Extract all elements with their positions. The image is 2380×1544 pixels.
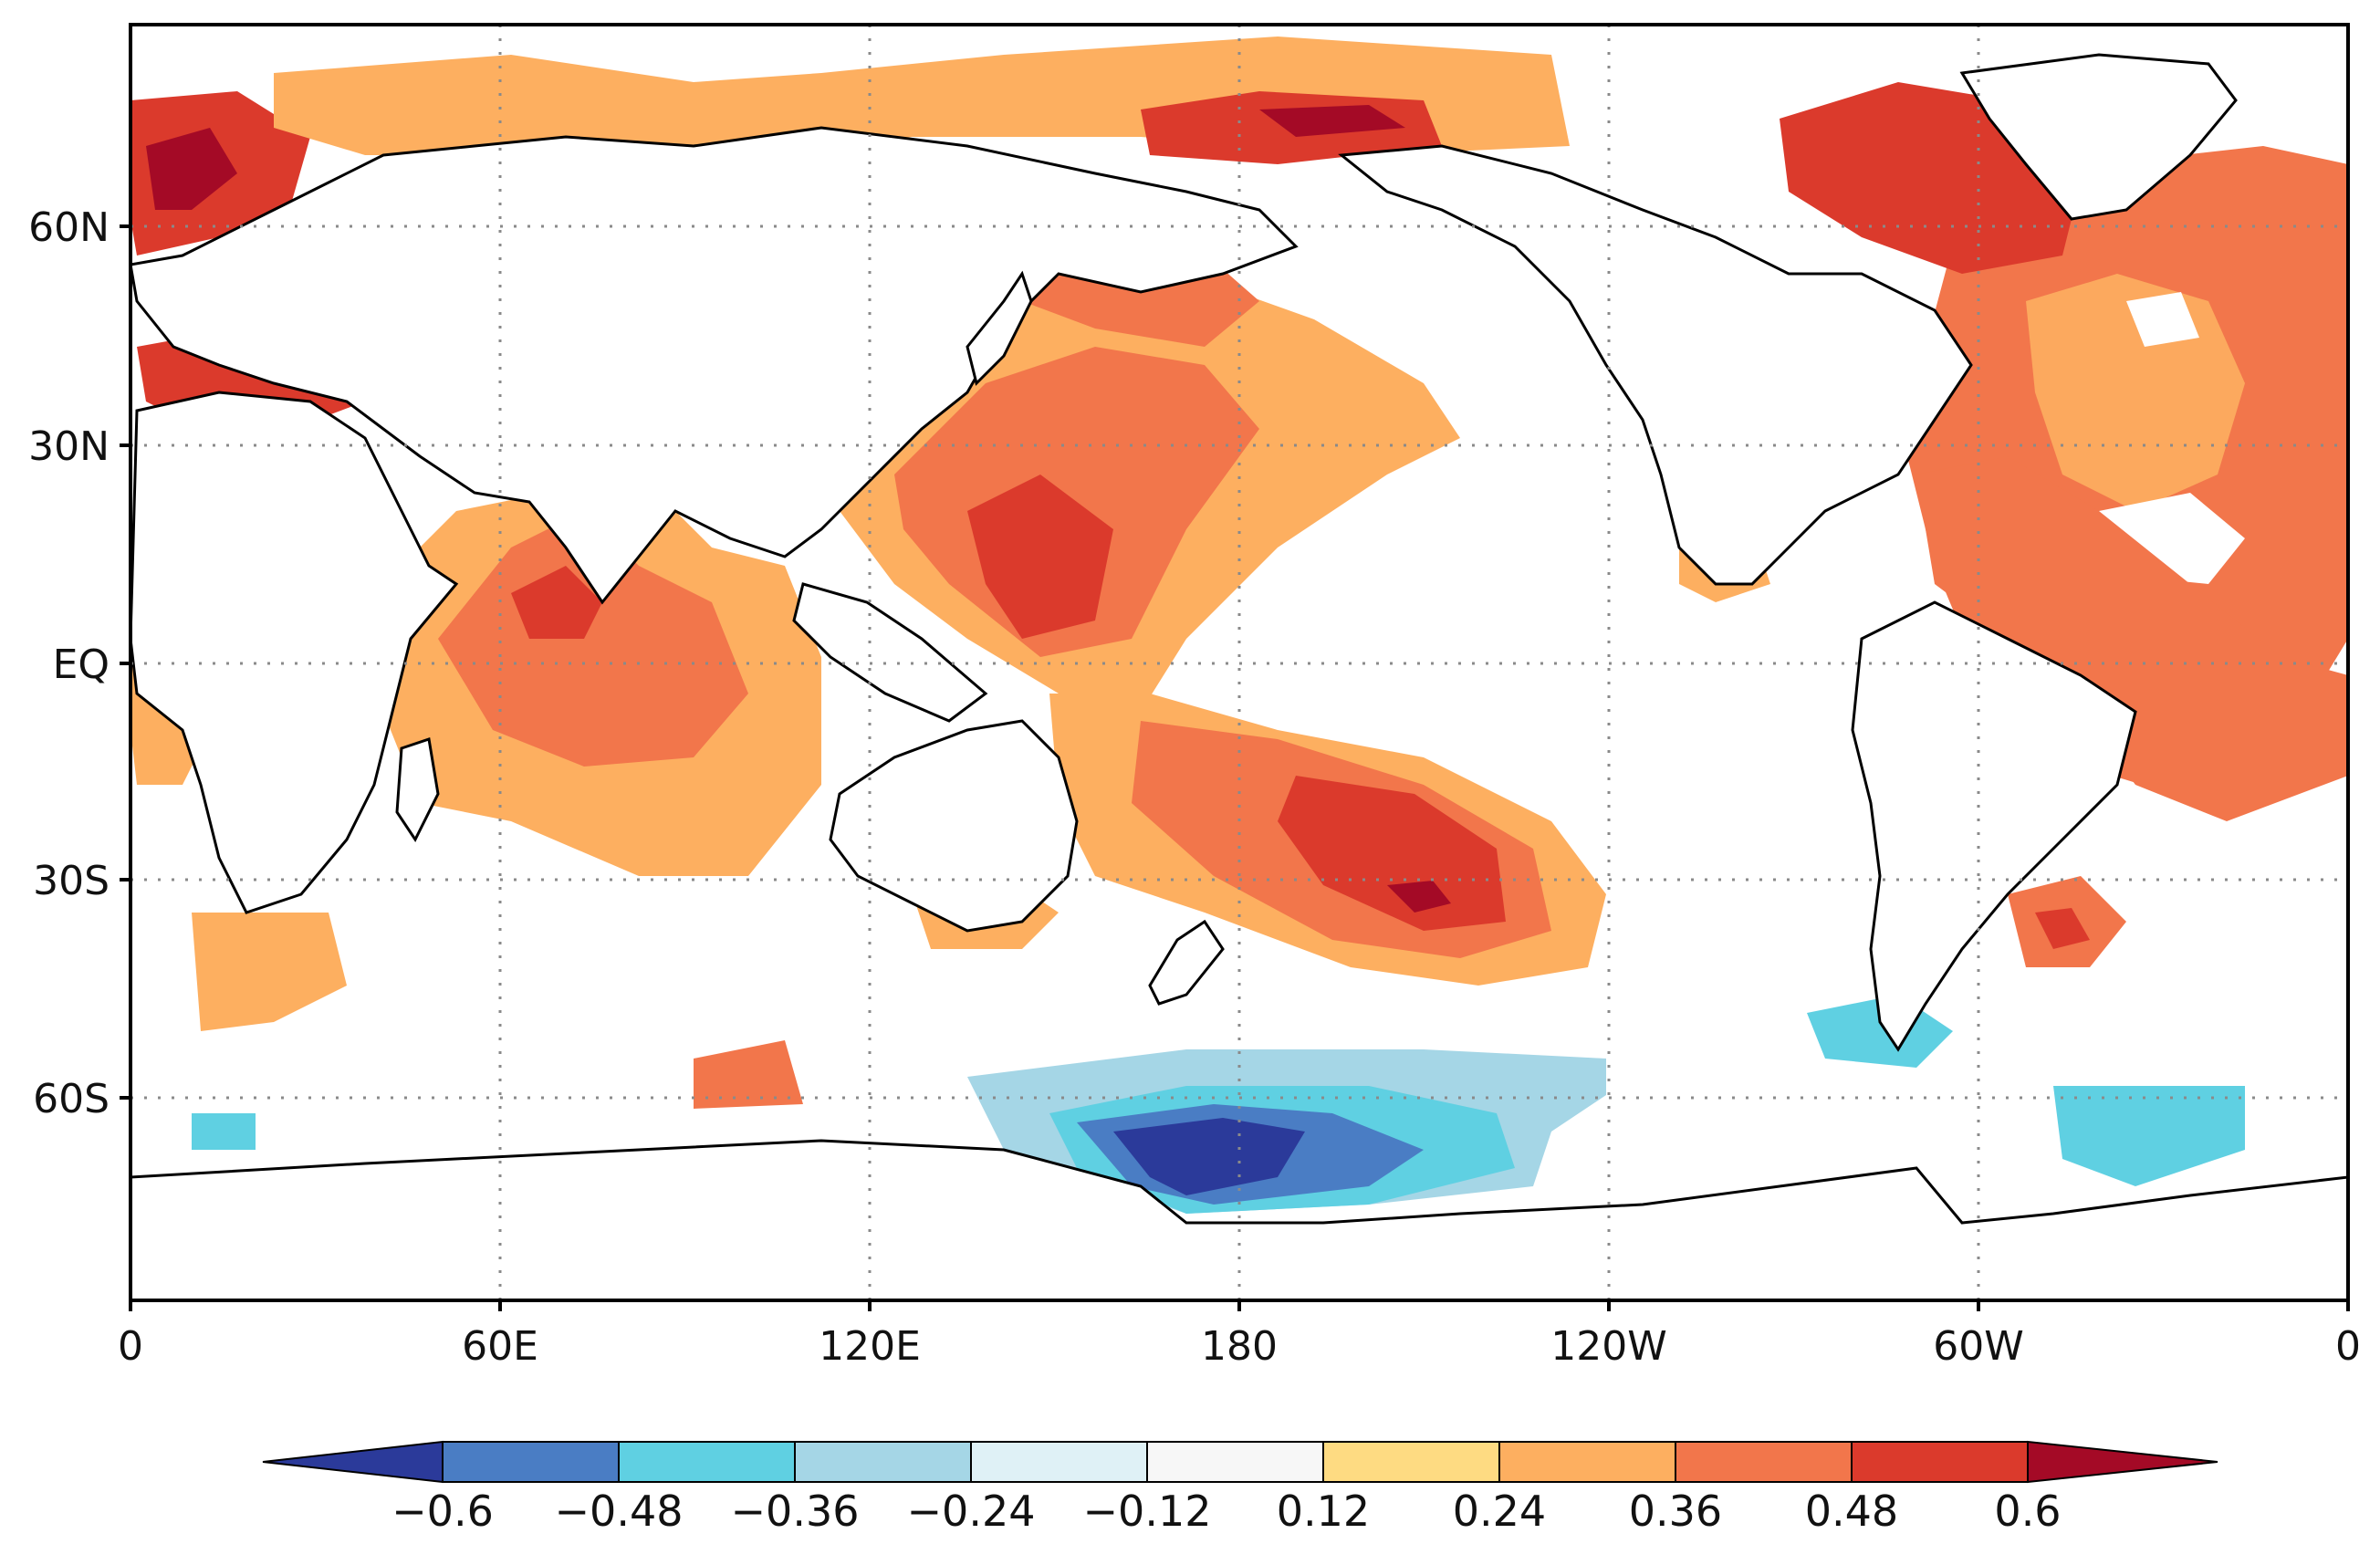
anomaly-fields xyxy=(130,37,2348,1214)
maritime-continent-outline xyxy=(792,582,988,723)
anomaly-tropical-atlantic xyxy=(1916,456,2348,821)
anomaly-south-pacific-core xyxy=(1278,776,1506,931)
colorbar-label: 0.48 xyxy=(1805,1487,1898,1536)
new-zealand-outline xyxy=(1148,919,1225,1006)
colorbar-segment xyxy=(618,1441,796,1483)
x-tick-label: 0 xyxy=(2335,1323,2361,1370)
colorbar: −0.6 −0.48 −0.36 −0.24 −0.12 0.12 0.24 0… xyxy=(262,1440,2218,1536)
x-axis-labels: 0 60E 120E 180 120W 60W 0 xyxy=(118,1323,2361,1370)
x-tick-label: 0 xyxy=(118,1323,143,1370)
anomaly-ross-sea-core xyxy=(1113,1118,1305,1195)
colorbar-segment xyxy=(1675,1441,1853,1483)
japan-outline xyxy=(966,270,1033,386)
colorbar-segment xyxy=(794,1441,972,1483)
colorbar-segment xyxy=(1322,1441,1500,1483)
y-tick-label: 60S xyxy=(33,1076,110,1122)
colorbar-arrow-left xyxy=(262,1440,444,1484)
colorbar-segment xyxy=(442,1441,620,1483)
anomaly-south-pacific-max xyxy=(1387,881,1451,913)
africa-outline xyxy=(130,391,459,914)
south-america-outline xyxy=(1851,600,2137,1052)
y-tick-label: 60N xyxy=(28,204,110,251)
x-tick-label: 120W xyxy=(1550,1323,1667,1370)
gridlines xyxy=(130,25,2348,1300)
anomaly-west-pacific-core xyxy=(967,475,1113,639)
antarctica-outline xyxy=(130,1139,2348,1300)
y-tick-label: 30N xyxy=(28,423,110,470)
y-tick-label: 30S xyxy=(33,858,110,904)
x-tick-label: 60W xyxy=(1933,1323,2024,1370)
colorbar-arrow-right xyxy=(2027,1440,2218,1484)
colorbar-label: −0.48 xyxy=(555,1487,684,1536)
anomaly-indian-ocean-inner xyxy=(438,511,748,767)
x-tick-label: 120E xyxy=(819,1323,921,1370)
colorbar-segment xyxy=(1851,1441,2029,1483)
anomaly-south-atlantic-core xyxy=(2035,908,2090,949)
anomaly-indian-south-warm xyxy=(694,1040,803,1109)
greenland-outline xyxy=(1959,53,2238,221)
colorbar-segment xyxy=(1146,1441,1324,1483)
madagascar-outline xyxy=(395,737,440,842)
colorbar-label: −0.24 xyxy=(907,1487,1036,1536)
australia-outline xyxy=(829,719,1079,933)
x-tick-label: 60E xyxy=(462,1323,538,1370)
tick-marks xyxy=(120,224,2350,1311)
colorbar-label: −0.36 xyxy=(731,1487,860,1536)
colorbar-label: 0.24 xyxy=(1453,1487,1546,1536)
colorbar-label: −0.12 xyxy=(1083,1487,1212,1536)
anomaly-arabian-sea xyxy=(511,566,602,639)
colorbar-label: 0.12 xyxy=(1277,1487,1370,1536)
colorbar-segment xyxy=(970,1441,1148,1483)
anomaly-norway-sea xyxy=(146,128,237,210)
eurasia-outline xyxy=(130,126,1299,605)
y-axis-labels: 60N 30N EQ 30S 60S xyxy=(28,204,110,1122)
colorbar-label: −0.6 xyxy=(391,1487,494,1536)
anomaly-bering-core xyxy=(1259,105,1405,137)
colorbar-label: 0.36 xyxy=(1629,1487,1722,1536)
anomaly-weddell-sea xyxy=(2053,1086,2245,1186)
anomaly-north-atlantic-core2 xyxy=(2126,292,2199,347)
y-tick-label: EQ xyxy=(53,642,110,688)
colorbar-label: 0.6 xyxy=(1994,1487,2061,1536)
anomaly-south-indian-patch xyxy=(192,913,347,1031)
north-america-outline xyxy=(1338,144,1973,586)
colorbar-segment xyxy=(1498,1441,1676,1483)
x-tick-label: 180 xyxy=(1201,1323,1278,1370)
anomaly-indian-south-cold xyxy=(192,1113,256,1150)
coastlines xyxy=(130,53,2348,1300)
